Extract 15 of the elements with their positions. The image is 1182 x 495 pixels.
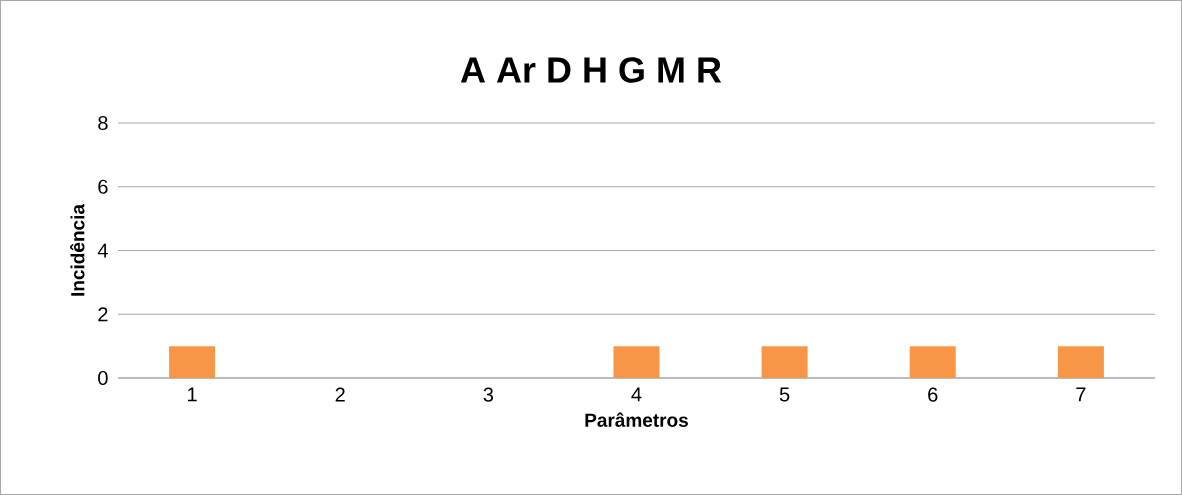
x-tick-label: 7 [1076,387,1086,402]
y-tick-label: 4 [97,243,108,258]
x-axis-title: Parâmetros [585,412,688,427]
x-tick-label: 2 [335,387,345,402]
x-tick-label: 5 [779,387,790,402]
y-tick-label: 6 [98,179,108,194]
x-tick-label: 6 [928,387,938,402]
y-tick-label: 8 [98,115,108,131]
x-tick-label: 4 [631,387,642,402]
x-tick-label: 1 [188,387,197,402]
y-tick-label: 0 [98,370,108,386]
y-axis-title: Incidência [70,203,85,296]
chart-title: A Ar D H G M R [460,57,722,83]
x-tick-label: 3 [483,387,494,402]
y-tick-label: 2 [98,307,108,322]
